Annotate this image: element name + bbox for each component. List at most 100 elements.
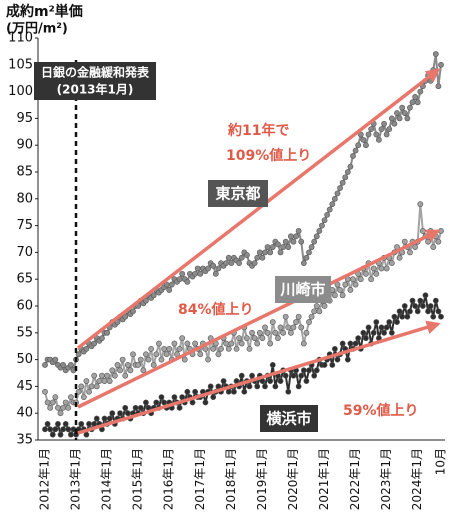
point [306, 249, 312, 256]
series-line [44, 204, 442, 416]
point [417, 88, 424, 95]
point [256, 329, 263, 336]
point [300, 260, 307, 267]
point [194, 265, 201, 272]
point [407, 308, 413, 315]
point [67, 362, 74, 368]
point [311, 238, 318, 245]
point [155, 340, 162, 347]
point [212, 270, 219, 277]
point [256, 249, 263, 256]
point [347, 340, 354, 347]
point [339, 340, 346, 347]
point [388, 115, 395, 122]
point [101, 378, 108, 384]
point [368, 126, 375, 133]
point [130, 308, 136, 315]
point [197, 270, 204, 277]
point [249, 372, 255, 379]
point [324, 211, 331, 218]
point [137, 404, 144, 411]
point [62, 399, 69, 406]
y-tick-label: 55 [16, 325, 33, 340]
point [300, 367, 307, 374]
x-tick-label: 2020年1月 [286, 448, 300, 510]
point [86, 388, 92, 395]
point [344, 356, 351, 363]
point [225, 345, 232, 352]
point [220, 378, 227, 384]
point [168, 281, 175, 288]
point [67, 431, 74, 438]
point [396, 254, 403, 261]
point [57, 431, 64, 438]
point [316, 308, 323, 315]
point [67, 394, 74, 401]
point [425, 238, 431, 245]
series-label-box [208, 180, 268, 207]
point [331, 345, 338, 352]
point [399, 313, 406, 320]
point [355, 142, 362, 149]
point [347, 163, 354, 170]
point [407, 249, 413, 256]
x-tick-label: 2016年1月 [162, 448, 176, 510]
point [176, 345, 183, 352]
point [179, 394, 186, 401]
point [347, 287, 354, 293]
point [111, 372, 118, 379]
point [401, 238, 408, 245]
point [47, 426, 54, 433]
point [143, 351, 149, 358]
point [80, 394, 87, 401]
point [44, 421, 51, 427]
point [267, 378, 274, 384]
point [52, 394, 59, 401]
point [150, 362, 157, 368]
point [419, 303, 426, 309]
point [290, 372, 297, 379]
chart-title: 成約m²単価 [6, 3, 83, 20]
point [215, 265, 222, 272]
point [438, 228, 444, 234]
y-tick-label: 40 [16, 406, 33, 421]
plot-area: 35 40 45 50 55 60 65 70 75 80 85 90 95 100 105 110 2012年… [8, 31, 447, 511]
point [277, 249, 284, 256]
series-label-box [275, 276, 331, 303]
trend-arrow [77, 229, 441, 409]
point [104, 329, 111, 336]
point [57, 410, 64, 417]
point [282, 238, 289, 245]
x-tick-label: 2018年1月 [224, 448, 238, 510]
point [337, 185, 343, 191]
point [47, 404, 54, 411]
point [124, 410, 131, 417]
point [106, 378, 113, 384]
trend-arrows [76, 68, 441, 435]
point [432, 51, 439, 57]
point [357, 131, 364, 138]
point [293, 233, 299, 240]
point [251, 335, 258, 342]
point [282, 313, 289, 320]
point [401, 110, 408, 116]
point [337, 287, 343, 293]
point [52, 356, 59, 363]
point [303, 378, 310, 384]
point [137, 356, 144, 363]
point [381, 329, 387, 336]
point [269, 319, 276, 325]
point [375, 136, 382, 143]
point [435, 83, 442, 90]
point [355, 335, 362, 342]
point [311, 308, 318, 315]
point [243, 335, 250, 342]
point [280, 329, 287, 336]
point [352, 281, 359, 288]
point [150, 292, 157, 299]
point [127, 367, 134, 374]
point [339, 292, 346, 299]
point [295, 313, 302, 320]
point [435, 308, 442, 315]
